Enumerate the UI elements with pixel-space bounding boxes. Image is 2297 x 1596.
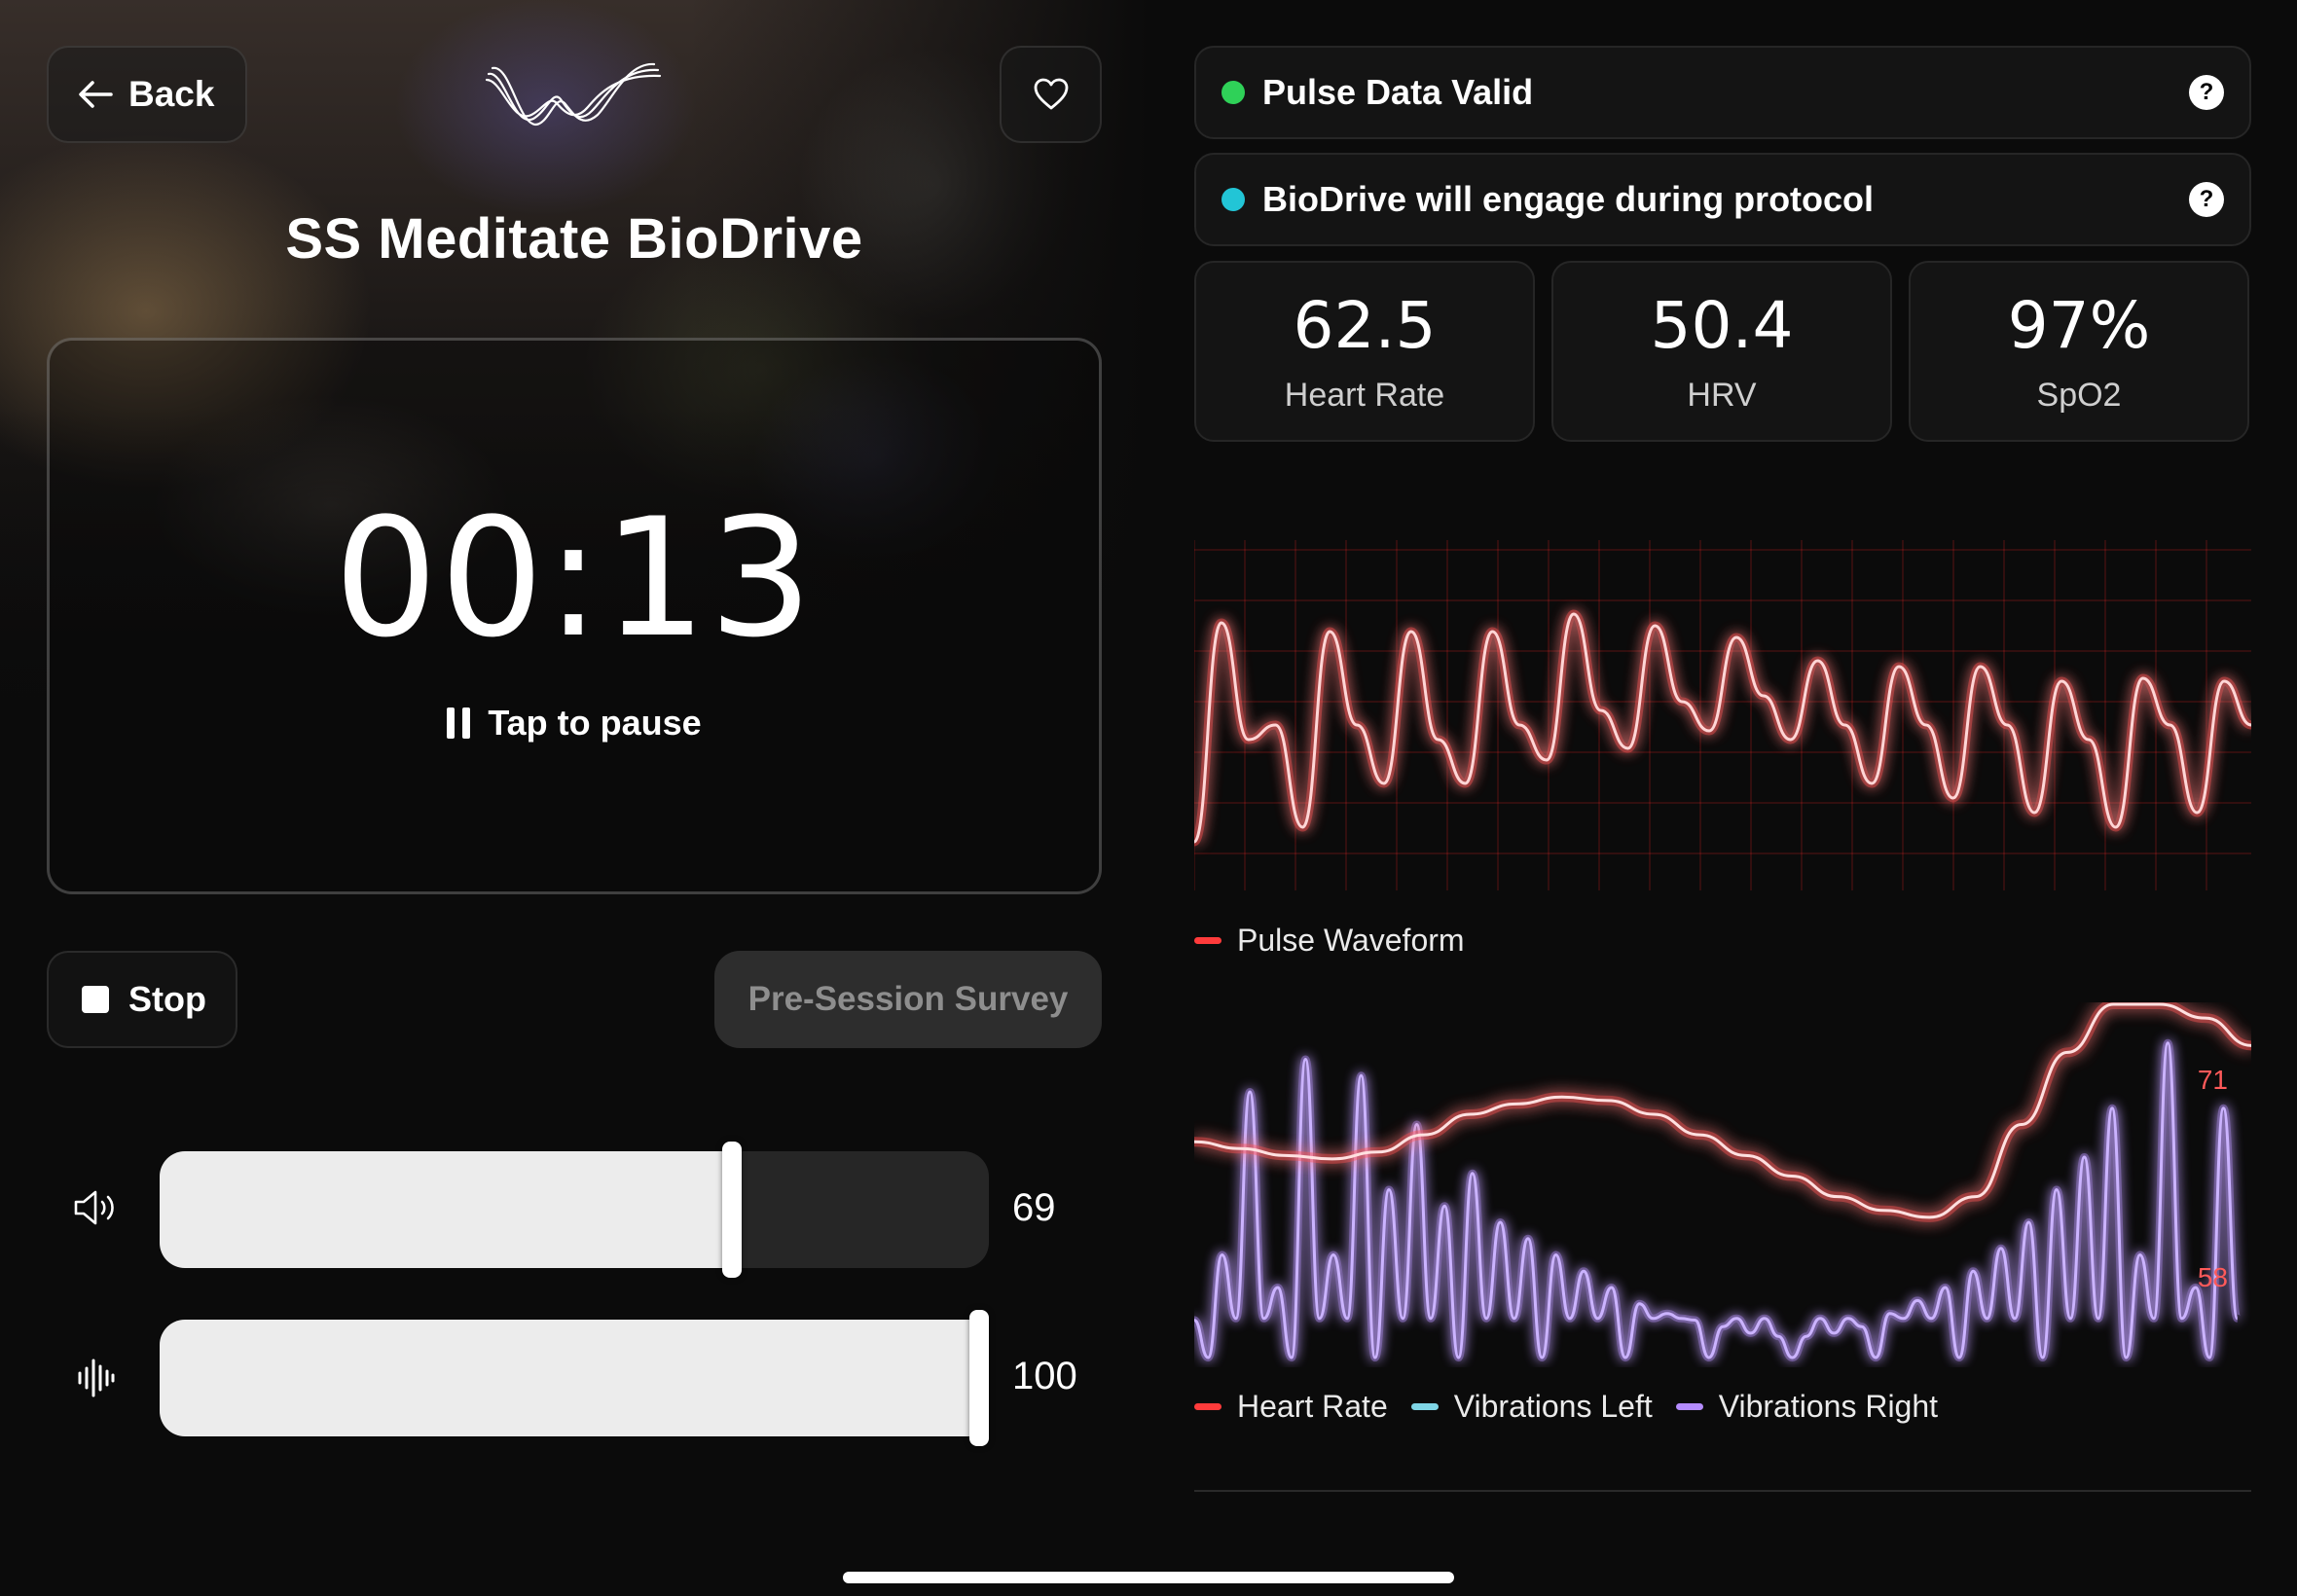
metric-label: HRV	[1687, 377, 1757, 414]
metric-hrv: 50.4 HRV	[1551, 261, 1892, 442]
status-text: Pulse Data Valid	[1262, 72, 1534, 112]
legend-swatch	[1194, 1403, 1221, 1410]
help-icon[interactable]: ?	[2189, 182, 2224, 217]
favorite-button[interactable]	[1000, 46, 1102, 143]
volume-value: 69	[1012, 1186, 1056, 1229]
pause-hint-label: Tap to pause	[488, 703, 702, 743]
timer-panel[interactable]	[47, 338, 1102, 894]
legend-label: Vibrations Left	[1453, 1389, 1653, 1424]
pulse-waveform-glow	[1194, 609, 2251, 847]
legend-item: Vibrations Left	[1410, 1389, 1653, 1425]
legend-item: Vibrations Right	[1675, 1389, 1939, 1425]
heart-rate-vibration-chart: 71 58	[1194, 1002, 2251, 1362]
vibration-slider[interactable]	[160, 1310, 989, 1446]
status-dot	[1221, 188, 1245, 211]
pulse-legend: Pulse Waveform	[1194, 923, 1471, 959]
vibration-slider-thumb[interactable]	[969, 1310, 989, 1446]
legend-swatch	[1675, 1403, 1703, 1410]
back-label: Back	[128, 74, 215, 114]
legend-label: Heart Rate	[1237, 1389, 1388, 1424]
elapsed-timer: 00:13	[333, 483, 816, 673]
speaker-icon	[68, 1180, 123, 1235]
metric-spo2: 97% SpO2	[1909, 261, 2249, 442]
stop-label: Stop	[128, 979, 206, 1019]
legend-item: Pulse Waveform	[1194, 923, 1465, 959]
arrow-left-icon	[79, 81, 113, 108]
back-button[interactable]: Back	[47, 46, 247, 143]
legend-label: Vibrations Right	[1718, 1389, 1939, 1424]
brand-logo	[485, 62, 662, 127]
pause-hint[interactable]: Tap to pause	[0, 703, 1148, 744]
legend-item: Heart Rate	[1194, 1389, 1388, 1425]
legend-swatch	[1410, 1403, 1439, 1410]
heart-rate-end-label: 71	[2198, 1065, 2228, 1095]
volume-slider-thumb[interactable]	[721, 1142, 742, 1278]
stop-icon	[82, 986, 109, 1013]
waveform-icon	[68, 1351, 123, 1405]
session-title: SS Meditate BioDrive	[285, 207, 863, 271]
status-biodrive: BioDrive will engage during protocol ?	[1194, 153, 2251, 246]
pause-icon	[447, 707, 471, 739]
vibration-slider-fill	[160, 1320, 989, 1436]
vibrations-right-line	[1194, 1041, 2240, 1360]
home-indicator[interactable]	[843, 1572, 1454, 1583]
status-dot	[1221, 81, 1245, 104]
legend-label: Pulse Waveform	[1237, 923, 1465, 958]
pulse-waveform-line	[1194, 612, 2251, 844]
chart-grid	[1194, 540, 2251, 890]
legend-swatch	[1194, 937, 1221, 944]
heart-icon	[1034, 78, 1068, 110]
pre-session-survey-button[interactable]: Pre-Session Survey	[714, 951, 1102, 1048]
volume-slider-fill	[160, 1151, 732, 1268]
pulse-waveform-chart	[1194, 540, 2251, 890]
metric-value: 50.4	[1650, 288, 1794, 363]
status-text: BioDrive will engage during protocol	[1262, 179, 1875, 219]
stop-button[interactable]: Stop	[47, 951, 237, 1048]
metric-label: Heart Rate	[1284, 377, 1445, 414]
vibration-value: 100	[1012, 1355, 1077, 1397]
metric-label: SpO2	[2036, 377, 2122, 414]
volume-slider[interactable]	[160, 1142, 989, 1278]
heart-rate-line	[1194, 1002, 2251, 1219]
status-pulse-valid: Pulse Data Valid ?	[1194, 46, 2251, 139]
divider	[1194, 1490, 2251, 1492]
vibration-end-label: 58	[2198, 1262, 2228, 1292]
help-icon[interactable]: ?	[2189, 75, 2224, 110]
metric-value: 62.5	[1293, 288, 1437, 363]
metric-value: 97%	[2007, 288, 2151, 363]
metric-heart-rate: 62.5 Heart Rate	[1194, 261, 1535, 442]
hr-legend: Heart Rate Vibrations Left Vibrations Ri…	[1194, 1389, 1944, 1425]
